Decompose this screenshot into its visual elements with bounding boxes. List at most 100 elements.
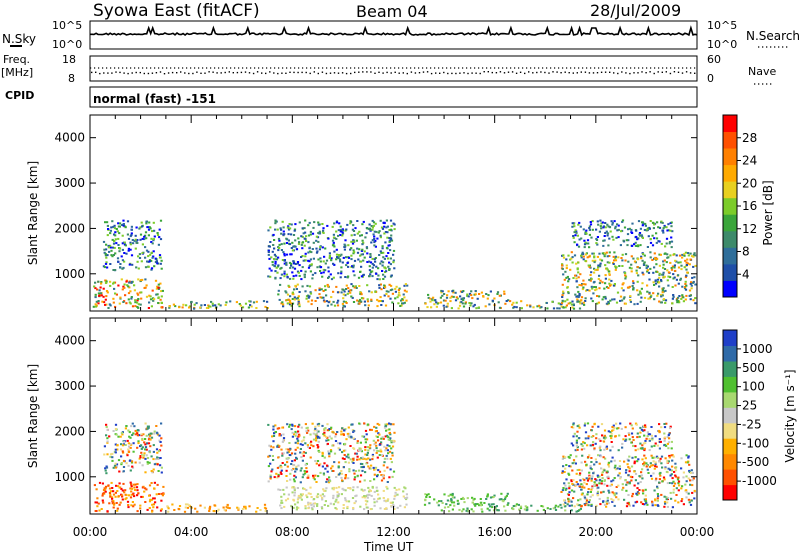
echo-cell bbox=[625, 438, 628, 441]
echo-cell bbox=[278, 247, 281, 249]
echo-cell bbox=[150, 305, 153, 308]
echo-cell bbox=[439, 296, 442, 299]
range-tick-label: 1000 bbox=[54, 267, 85, 281]
echo-cell bbox=[686, 262, 689, 265]
echo-cell bbox=[625, 239, 628, 242]
echo-cell bbox=[688, 294, 691, 297]
echo-cell bbox=[153, 229, 156, 232]
echo-cell bbox=[130, 487, 134, 490]
echo-cell bbox=[126, 500, 130, 503]
echo-cell bbox=[315, 439, 318, 442]
echo-cell bbox=[96, 505, 99, 508]
echo-cell bbox=[582, 279, 585, 282]
echo-cell bbox=[388, 244, 391, 247]
echo-cell bbox=[118, 470, 121, 473]
echo-cell bbox=[385, 290, 388, 293]
nave-point bbox=[256, 71, 259, 73]
echo-cell bbox=[616, 427, 619, 430]
echo-cell bbox=[636, 487, 639, 490]
echo-cell bbox=[562, 503, 565, 506]
velocity-echo-layer bbox=[93, 422, 697, 513]
echo-cell bbox=[114, 231, 117, 234]
echo-cell bbox=[295, 432, 298, 435]
echo-cell bbox=[125, 425, 128, 428]
echo-cell bbox=[608, 278, 611, 281]
echo-cell bbox=[664, 289, 667, 292]
echo-cell bbox=[606, 496, 609, 499]
echo-cell bbox=[596, 492, 599, 495]
echo-cell bbox=[603, 480, 606, 482]
echo-cell bbox=[367, 457, 370, 460]
echo-cell bbox=[154, 458, 158, 461]
echo-cell bbox=[307, 474, 310, 477]
echo-cell bbox=[440, 291, 443, 294]
echo-cell bbox=[551, 300, 554, 303]
echo-cell bbox=[279, 504, 282, 507]
echo-cell bbox=[278, 466, 281, 469]
echo-cell bbox=[322, 488, 325, 491]
echo-cell bbox=[272, 428, 275, 431]
echo-cell bbox=[371, 275, 374, 278]
echo-cell bbox=[217, 303, 220, 306]
echo-cell bbox=[666, 505, 669, 508]
echo-cell bbox=[99, 286, 102, 289]
echo-cell bbox=[592, 435, 595, 438]
echo-cell bbox=[680, 457, 683, 460]
echo-cell bbox=[674, 259, 677, 262]
echo-cell bbox=[396, 296, 399, 299]
echo-cell bbox=[274, 270, 277, 273]
echo-cell bbox=[675, 278, 678, 281]
nave-point bbox=[661, 71, 663, 73]
nave-point bbox=[507, 71, 510, 73]
echo-cell bbox=[337, 466, 340, 469]
echo-cell bbox=[276, 265, 279, 268]
echo-cell bbox=[646, 290, 649, 293]
echo-cell bbox=[567, 493, 570, 496]
echo-cell bbox=[342, 293, 345, 296]
time-tick-label: 20:00 bbox=[579, 525, 614, 539]
echo-cell bbox=[293, 480, 296, 483]
echo-cell bbox=[583, 447, 586, 450]
nave-point bbox=[111, 72, 113, 74]
echo-cell bbox=[340, 476, 343, 479]
echo-cell bbox=[276, 466, 279, 469]
echo-cell bbox=[423, 503, 427, 506]
echo-cell bbox=[638, 232, 642, 234]
echo-cell bbox=[131, 465, 134, 468]
echo-cell bbox=[562, 306, 565, 309]
echo-cell bbox=[582, 255, 585, 258]
echo-cell bbox=[376, 474, 379, 476]
echo-cell bbox=[306, 496, 309, 499]
echo-cell bbox=[631, 285, 634, 287]
echo-cell bbox=[574, 462, 577, 465]
echo-cell bbox=[281, 462, 284, 464]
echo-cell bbox=[134, 299, 137, 302]
echo-cell bbox=[621, 259, 624, 262]
echo-cell bbox=[654, 463, 657, 466]
echo-cell bbox=[602, 225, 605, 228]
nave-point bbox=[572, 72, 574, 74]
echo-cell bbox=[614, 257, 617, 260]
echo-cell bbox=[571, 225, 574, 228]
echo-cell bbox=[388, 431, 391, 434]
echo-cell bbox=[358, 248, 361, 251]
echo-cell bbox=[383, 469, 386, 472]
echo-cell bbox=[590, 429, 593, 432]
echo-cell bbox=[503, 290, 506, 293]
echo-cell bbox=[462, 305, 466, 308]
echo-cell bbox=[106, 510, 109, 513]
echo-cell bbox=[647, 433, 650, 436]
echo-cell bbox=[271, 250, 274, 253]
echo-cell bbox=[658, 460, 661, 463]
echo-cell bbox=[520, 300, 523, 303]
echo-cell bbox=[650, 445, 653, 448]
echo-cell bbox=[480, 501, 483, 504]
nave-point bbox=[345, 72, 348, 75]
echo-cell bbox=[323, 490, 326, 492]
echo-cell bbox=[540, 306, 543, 309]
echo-cell bbox=[110, 254, 113, 257]
echo-cell bbox=[380, 450, 383, 453]
echo-cell bbox=[156, 456, 159, 459]
echo-cell bbox=[152, 221, 155, 224]
